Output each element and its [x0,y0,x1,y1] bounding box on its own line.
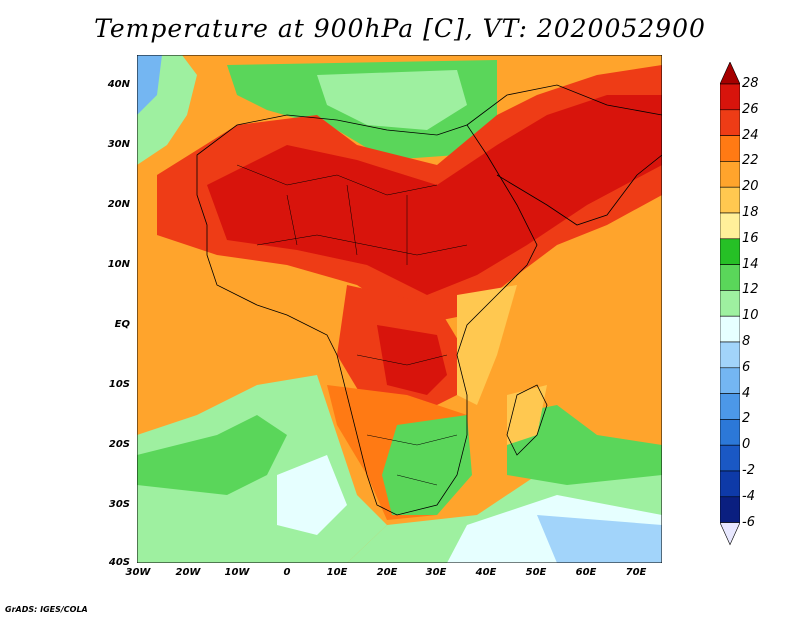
chart-title: Temperature at 900hPa [C], VT: 202005290… [94,14,706,43]
colorbar-label: 12 [742,282,759,298]
colorbar-label: -6 [742,514,755,530]
x-tick: 20E [376,567,398,578]
y-tick: 20N [107,199,130,210]
colorbar-top-arrow [720,62,740,85]
colorbar-label: 2 [742,411,751,427]
colorbar-segment [720,186,740,214]
colorbar-label: 0 [742,437,751,453]
colorbar-label: 6 [742,359,751,375]
colorbar-segment [720,212,740,240]
colorbar-segment [720,341,740,369]
colorbar-segment [720,161,740,188]
x-tick: 40E [475,567,497,578]
congo-core [377,325,447,395]
colorbar-segment [720,238,740,265]
colorbar-bottom-arrow [720,522,740,546]
y-tick: 10N [107,259,130,270]
colorbar-label: 24 [742,127,759,143]
colorbar-segment [720,109,740,136]
colorbar-label: 18 [742,205,759,220]
credit-text: GrADS: IGES/COLA [5,605,88,614]
colorbar-segment [720,367,740,394]
colorbar [720,62,740,546]
x-tick: 30W [125,567,151,578]
madagascar-zone [507,405,662,485]
x-tick: 70E [625,567,647,578]
colorbar-label: 20 [742,179,759,195]
temperature-map [137,55,662,563]
y-tick: 30S [108,499,130,510]
x-tick: 20W [175,567,201,578]
south-africa-cool [382,415,472,515]
y-tick: 40S [108,557,130,568]
colorbar-segment [720,315,740,343]
x-tick: 50E [525,567,547,578]
colorbar-segment [720,419,740,446]
nw-atlantic-cold [137,55,162,115]
x-tick: 10W [224,567,250,578]
colorbar-segment [720,83,740,111]
x-tick: 30E [425,567,447,578]
colorbar-label: 28 [742,76,759,91]
x-tick: 10E [326,567,348,578]
madagascar [507,385,547,445]
sahara-core [207,95,662,295]
colorbar-segment [720,496,740,523]
colorbar-label: 10 [742,308,759,324]
colorbar-label: 26 [742,101,759,117]
colorbar-segment [720,290,740,317]
colorbar-segment [720,135,740,162]
x-tick: 0 [283,567,291,578]
mediterranean-sea [317,70,467,130]
colorbar-label: -4 [742,488,755,504]
southern-ocean-colder [537,515,662,563]
colorbar-segment [720,470,740,498]
colorbar-label: 22 [742,153,759,169]
colorbar-label: -2 [742,463,755,478]
south-atlantic-green [137,415,287,495]
y-tick: 40N [107,79,130,90]
colorbar-segment [720,393,740,420]
colorbar-label: 4 [742,385,751,401]
colorbar-segment [720,264,740,291]
y-tick: 20S [108,439,130,450]
y-tick: 30N [107,139,130,150]
y-tick: EQ [114,319,130,330]
colorbar-label: 8 [742,334,751,349]
east-africa [457,285,517,405]
colorbar-label: 14 [742,256,759,272]
borders [236,164,468,486]
y-tick: 10S [108,379,130,390]
coastlines [196,84,662,516]
x-tick: 60E [575,567,597,578]
colorbar-segment [720,444,740,472]
south-atlantic-cold [277,455,347,535]
colorbar-label: 16 [742,230,759,246]
